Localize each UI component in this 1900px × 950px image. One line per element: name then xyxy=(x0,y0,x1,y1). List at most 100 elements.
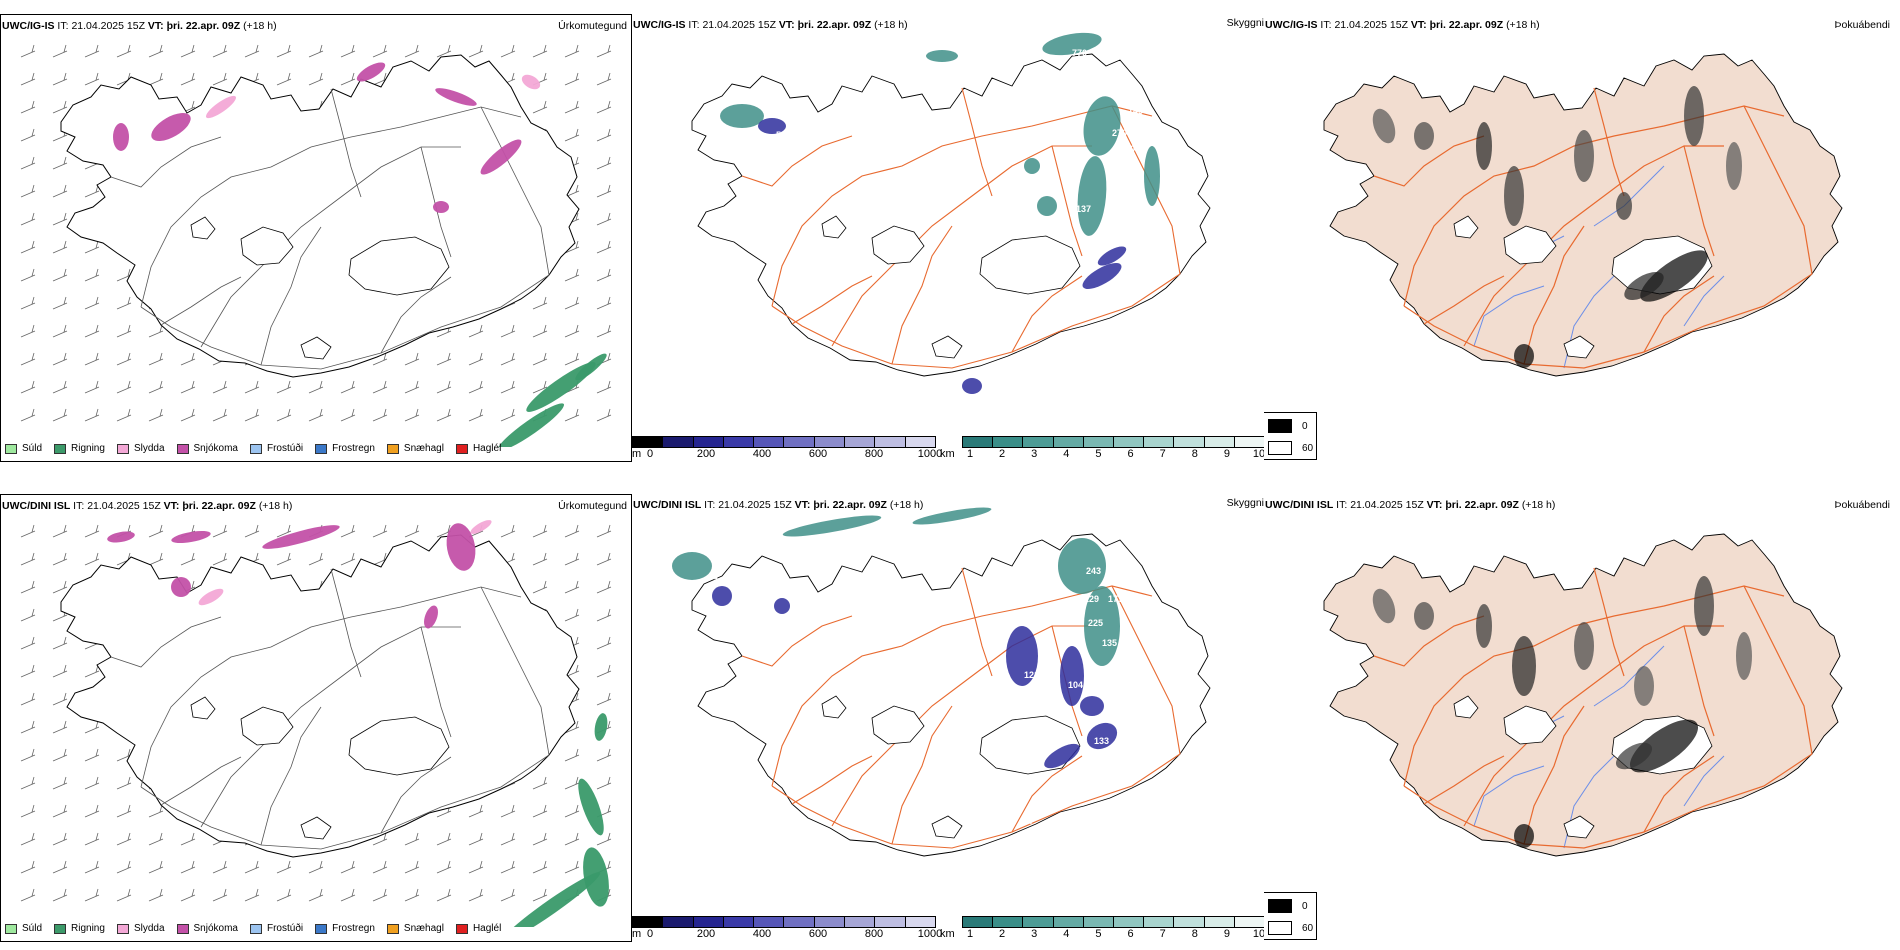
wind-barb xyxy=(596,212,612,226)
legend-item: Súld xyxy=(5,923,42,934)
wind-barb xyxy=(20,44,36,58)
wind-barb xyxy=(436,860,452,874)
legend-swatch xyxy=(54,443,67,454)
glacier-outline xyxy=(190,216,216,240)
ceiling-swatch xyxy=(663,437,694,447)
glacier-outline xyxy=(348,236,450,296)
legend-label: Frostúði xyxy=(266,923,304,934)
precip-area xyxy=(205,95,237,119)
ceiling-swatch xyxy=(633,437,664,447)
ceiling-swatch xyxy=(663,917,694,927)
coastline xyxy=(691,53,1211,377)
wind-barb xyxy=(52,44,68,58)
wind-barb xyxy=(52,212,68,226)
iceland-map xyxy=(691,533,1211,857)
legend-label: Frostregn xyxy=(332,443,375,454)
wind-barb xyxy=(596,128,612,142)
road xyxy=(771,273,1181,369)
road xyxy=(961,87,993,197)
glacier-outline xyxy=(1453,215,1479,239)
ceiling-swatch xyxy=(754,437,785,447)
tick-label: 1 xyxy=(966,448,974,460)
road xyxy=(1373,135,1485,187)
wind-barb xyxy=(468,888,484,902)
fog-area xyxy=(1514,344,1534,368)
legend-label: Haglél xyxy=(472,443,502,454)
wind-barb xyxy=(20,268,36,282)
cloud-area xyxy=(1037,196,1057,216)
wind-barb xyxy=(372,352,388,366)
fog-map xyxy=(1323,53,1843,377)
road xyxy=(1643,755,1715,833)
legend-item: Rigning xyxy=(54,923,105,934)
precip-area xyxy=(521,74,541,90)
wind-barb xyxy=(564,580,580,594)
legend-label: Slydda xyxy=(133,923,165,934)
cloud-value-label: 10 xyxy=(808,128,818,138)
tick-label: 800 xyxy=(864,448,884,460)
cloud-value-label: 229 xyxy=(1084,594,1099,604)
wind-barb xyxy=(276,380,292,394)
wind-barb xyxy=(340,860,356,874)
road xyxy=(140,586,522,788)
panel-header: UWC/DINI ISL IT: 21.04.2025 15Z VT: þri.… xyxy=(633,499,924,511)
road xyxy=(160,276,242,326)
wind-barb xyxy=(148,804,164,818)
wind-barb xyxy=(84,72,100,86)
tick-label: 4 xyxy=(1063,928,1070,940)
iceland-map xyxy=(60,534,580,858)
wind-barb xyxy=(340,380,356,394)
wind-barb xyxy=(84,832,100,846)
visibility-unit: km xyxy=(940,928,955,940)
road xyxy=(831,145,1092,347)
precip-area xyxy=(198,588,224,606)
legend-label: Haglél xyxy=(472,923,502,934)
wind-barb xyxy=(52,832,68,846)
precip-type-title: Úrkomutegund xyxy=(558,500,627,512)
wind-barb xyxy=(20,324,36,338)
wind-barb xyxy=(20,240,36,254)
cloud-base-panel-top: UWC/IG-IS IT: 21.04.2025 15Z VT: þri. 22… xyxy=(632,14,1264,462)
wind-barb xyxy=(564,100,580,114)
wind-barb xyxy=(308,380,324,394)
road xyxy=(1643,275,1715,353)
tick-label: 10 xyxy=(1252,448,1264,460)
tick-label: 1 xyxy=(966,928,974,940)
glacier-outline xyxy=(979,235,1081,295)
road xyxy=(380,276,452,354)
legend-item: Slydda xyxy=(116,443,165,454)
fog-index-title: Þokuábendi xyxy=(1834,19,1890,31)
river xyxy=(1683,275,1725,327)
wind-barb xyxy=(52,240,68,254)
wind-barb xyxy=(20,156,36,170)
cloud-map: 770 145 270 320 549 10 864 137 121 138 54 47 xyxy=(691,32,1211,396)
wind-barb xyxy=(276,72,292,86)
wind-barb xyxy=(404,860,420,874)
wind-barb xyxy=(372,408,388,422)
wind-barb xyxy=(20,748,36,762)
wind-barb xyxy=(564,296,580,310)
ceiling-ticks: 0 200 400 600 800 1000 xyxy=(632,928,942,942)
wind-barb xyxy=(436,832,452,846)
legend-label: Rigning xyxy=(71,923,105,934)
ceiling-swatch xyxy=(693,917,724,927)
wind-barb xyxy=(532,524,548,538)
fog-scale-legend: 0 60 xyxy=(1264,892,1317,940)
fog-area xyxy=(1514,824,1534,848)
wind-barb xyxy=(564,776,580,790)
glacier-outline xyxy=(871,705,925,745)
wind-barb xyxy=(20,776,36,790)
tick-label: 0 xyxy=(646,448,654,460)
legend-item: Súld xyxy=(5,443,42,454)
legend-item: Frostregn xyxy=(315,923,375,934)
fog-area xyxy=(1574,130,1594,182)
cloud-area xyxy=(1083,96,1121,156)
wind-barb xyxy=(84,664,100,678)
wind-barb xyxy=(148,408,164,422)
road xyxy=(791,755,873,805)
road xyxy=(140,106,522,308)
visibility-swatch xyxy=(1083,917,1115,927)
cloud-area xyxy=(1042,32,1102,56)
wind-barb xyxy=(564,408,580,422)
visibility-swatch xyxy=(993,437,1024,447)
